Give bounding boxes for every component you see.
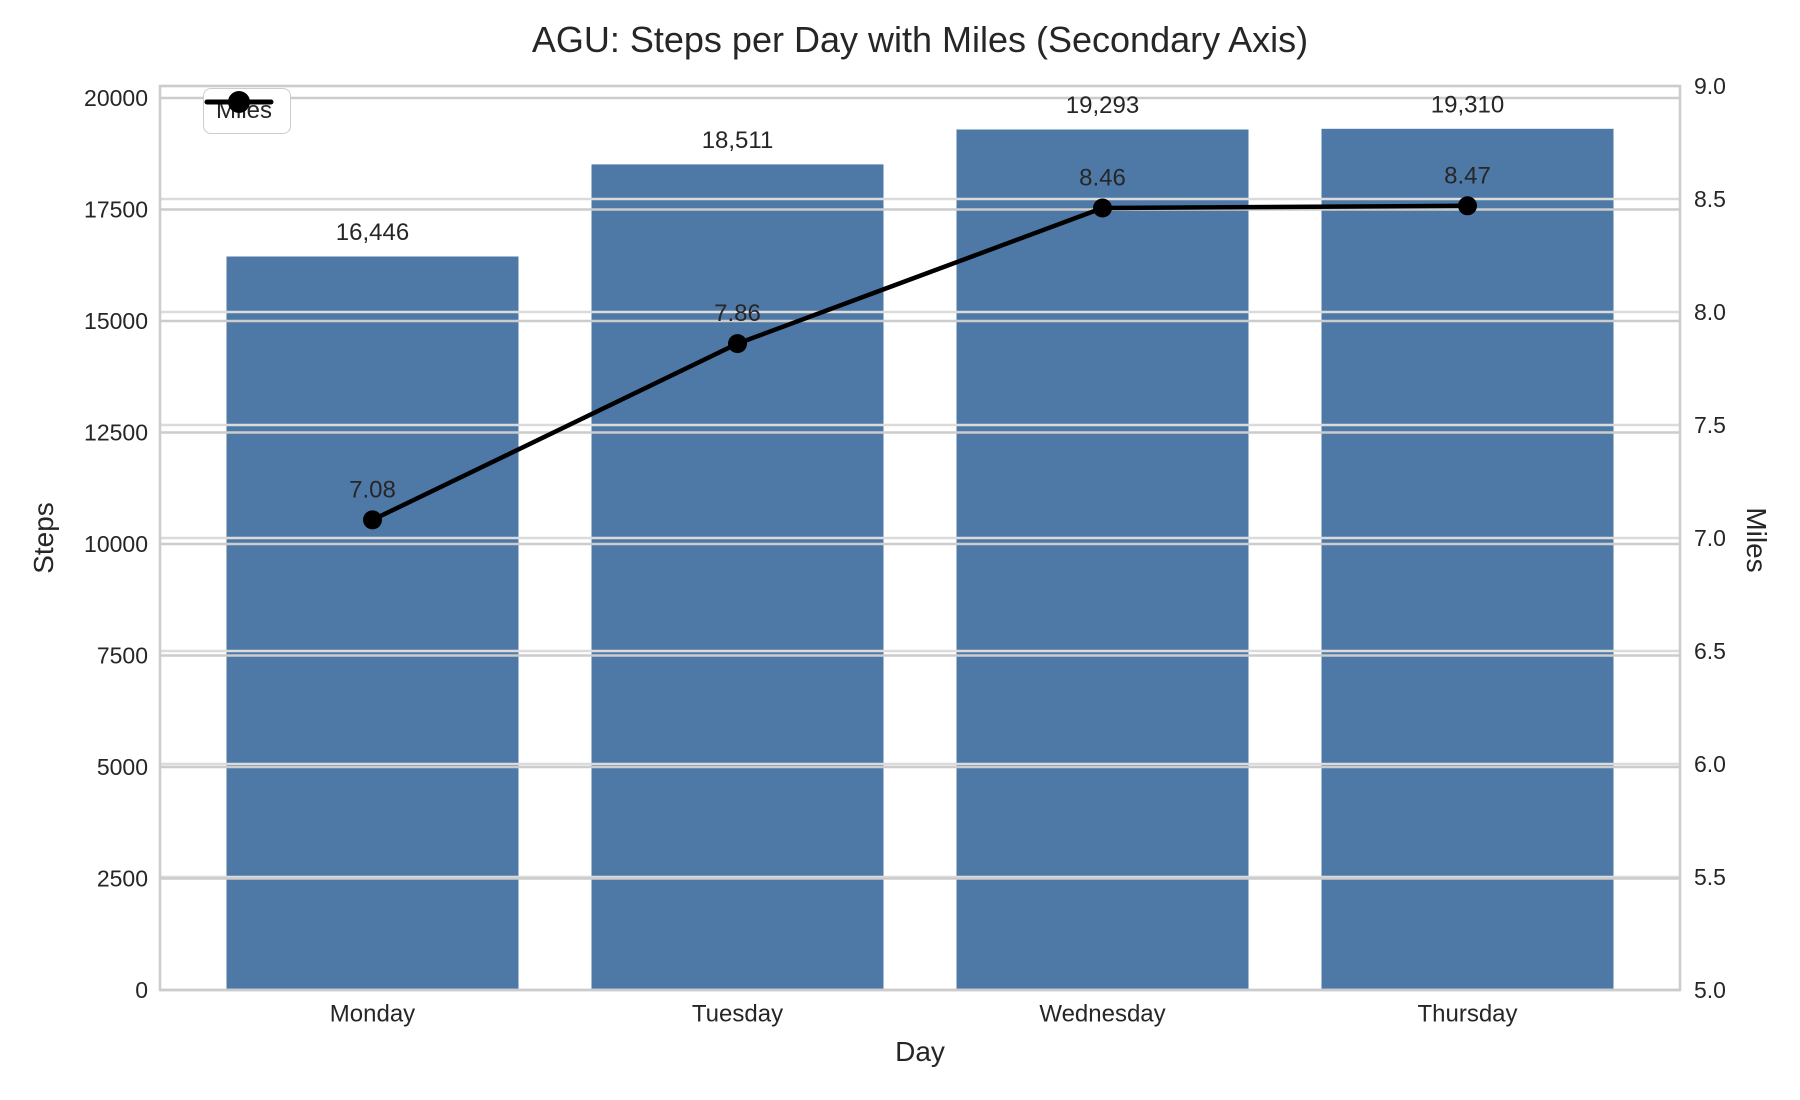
right-ytick-label: 9.0 xyxy=(1694,73,1726,99)
right-ytick-label: 6.0 xyxy=(1694,751,1726,777)
left-ytick-label: 7500 xyxy=(97,643,148,669)
right-ytick-label: 8.5 xyxy=(1694,186,1726,212)
miles-marker-tuesday xyxy=(728,334,747,354)
miles-line xyxy=(371,203,1468,522)
xtick-label-thursday: Thursday xyxy=(1417,1001,1517,1028)
right-ytick-label: 7.5 xyxy=(1694,412,1726,438)
bar-wednesday xyxy=(956,129,1249,990)
right-ytick-label: 7.0 xyxy=(1694,525,1726,551)
xtick-label-wednesday: Wednesday xyxy=(1039,1001,1165,1028)
left-ytick-label: 20000 xyxy=(84,85,148,111)
bar-value-label: 16,446 xyxy=(336,219,409,246)
miles-point-label: 8.47 xyxy=(1444,162,1491,189)
xtick-label-monday: Monday xyxy=(330,1001,415,1028)
miles-marker-wednesday xyxy=(1093,198,1112,218)
left-ytick-label: 2500 xyxy=(97,866,148,892)
left-ytick-label: 0 xyxy=(135,977,148,1003)
plot-border xyxy=(158,84,1682,992)
left-ytick-label: 10000 xyxy=(84,531,148,557)
bar-value-label: 19,310 xyxy=(1431,91,1504,118)
xtick-label-tuesday: Tuesday xyxy=(692,1001,783,1028)
bar-value-label: 18,511 xyxy=(702,127,774,154)
chart-title: AGU: Steps per Day with Miles (Secondary… xyxy=(531,19,1309,60)
bar-thursday xyxy=(1321,128,1614,991)
miles-point-label: 7.86 xyxy=(714,300,761,327)
right-ytick-label: 8.0 xyxy=(1694,299,1726,325)
left-ytick-label: 5000 xyxy=(97,754,148,780)
left-ytick-label: 17500 xyxy=(84,197,148,223)
miles-marker-thursday xyxy=(1458,196,1477,216)
right-ytick-label: 5.5 xyxy=(1694,864,1726,890)
left-ytick-label: 12500 xyxy=(84,420,148,446)
legend: Miles xyxy=(203,88,292,134)
right-ytick-label: 6.5 xyxy=(1694,638,1726,664)
right-ytick-label: 5.0 xyxy=(1694,977,1726,1003)
bar-tuesday xyxy=(591,164,884,990)
miles-point-label: 8.46 xyxy=(1079,165,1126,192)
x-axis-label: Day xyxy=(895,1036,945,1067)
right-axis-label: Miles xyxy=(1741,507,1772,573)
bar-value-label: 19,293 xyxy=(1066,92,1139,119)
miles-point-label: 7.08 xyxy=(349,476,396,503)
bar-monday xyxy=(226,256,519,990)
miles-marker-monday xyxy=(363,510,382,530)
left-ytick-label: 15000 xyxy=(84,308,148,334)
left-axis-label: Steps xyxy=(28,502,59,574)
line-dot-marker-icon xyxy=(204,91,274,113)
